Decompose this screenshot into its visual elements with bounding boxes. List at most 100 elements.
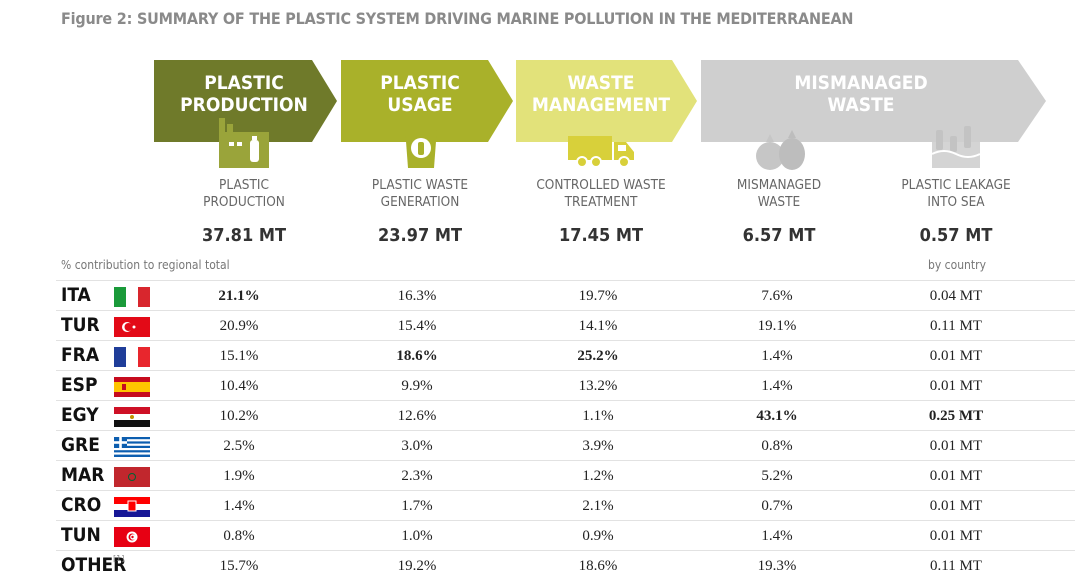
factory-icon xyxy=(219,118,269,168)
banner-production-line2: PRODUCTION xyxy=(180,94,308,116)
spain-flag xyxy=(114,377,150,397)
waste-bags-icon xyxy=(756,130,805,170)
table-cell: 16.3% xyxy=(397,288,437,304)
stage-value-production: 37.81 MT xyxy=(201,225,287,246)
egypt-flag xyxy=(114,407,150,427)
banner-mismanaged-label: MISMANAGED WASTE xyxy=(701,72,1021,116)
figure-title: Figure 2: SUMMARY OF THE PLASTIC SYSTEM … xyxy=(61,9,854,28)
table-cell: 15.1% xyxy=(219,348,259,364)
table-cell: 2.3% xyxy=(401,468,433,484)
note-by-country: by country xyxy=(928,258,986,272)
table-cell: 2.1% xyxy=(582,498,614,514)
italy-flag xyxy=(114,287,150,307)
table-cell: 0.8% xyxy=(223,528,255,544)
table-cell: 20.9% xyxy=(219,318,259,334)
table-cell: 9.9% xyxy=(401,378,433,394)
stage-label-mismanaged: MISMANAGED WASTE xyxy=(694,177,864,211)
table-cell: 0.04 MT xyxy=(929,288,983,304)
banner-arrow-production xyxy=(154,60,337,142)
stage-label-mismanaged-line2: WASTE xyxy=(757,194,801,210)
table-cell: 25.2% xyxy=(577,348,619,364)
stage-value-mismanaged: 6.57 MT xyxy=(742,225,816,246)
country-code: OTHER xyxy=(61,554,127,576)
banner-arrow-mismanaged xyxy=(701,60,1046,142)
table-cell: 13.2% xyxy=(578,378,618,394)
table-cell: 19.2% xyxy=(397,558,437,574)
table-row: TUN 0.8% 1.0% 0.9% 1.4% 0.01 MT xyxy=(56,520,1075,551)
table-row: GRE 2.5% 3.0% 3.9% 0.8% 0.01 MT xyxy=(56,430,1075,461)
table-row: TUR 20.9% 15.4% 14.1% 19.1% 0.11 MT xyxy=(56,310,1075,341)
table-cell: 19.3% xyxy=(757,558,797,574)
table-cell: 0.01 MT xyxy=(929,438,983,454)
tunisia-flag xyxy=(114,527,150,547)
country-code: CRO xyxy=(61,494,102,516)
stage-label-production: PLASTIC PRODUCTION xyxy=(159,177,329,211)
table-cell: 1.4% xyxy=(223,498,255,514)
country-code: ESP xyxy=(61,374,98,396)
banner-production-line1: PLASTIC xyxy=(204,72,284,94)
stage-label-leakage-line1: PLASTIC LEAKAGE xyxy=(901,177,1011,193)
table-row: CRO 1.4% 1.7% 2.1% 0.7% 0.01 MT xyxy=(56,490,1075,521)
table-cell: 5.2% xyxy=(761,468,793,484)
stage-label-treatment-line2: TREATMENT xyxy=(564,194,638,210)
process-banner xyxy=(154,60,1046,142)
table-cell: 3.0% xyxy=(401,438,433,454)
table-cell: 3.9% xyxy=(582,438,614,454)
country-code: EGY xyxy=(61,404,99,426)
banner-mismanaged-line1: MISMANAGED xyxy=(794,72,928,94)
table-cell: 1.4% xyxy=(761,528,793,544)
table-cell: 0.7% xyxy=(761,498,793,514)
banner-usage-line1: PLASTIC xyxy=(380,72,460,94)
banner-management-label: WASTE MANAGEMENT xyxy=(516,72,686,116)
country-code: GRE xyxy=(61,434,100,456)
stage-label-treatment: CONTROLLED WASTE TREATMENT xyxy=(516,177,686,211)
table-row: OTHER [1] 15.7% 19.2% 18.6% 19.3% 0.11 MT xyxy=(56,550,1075,581)
table-cell: 0.01 MT xyxy=(929,348,983,364)
country-code: TUN xyxy=(61,524,101,546)
table-cell: 19.7% xyxy=(578,288,618,304)
table-cell: 1.4% xyxy=(761,348,793,364)
turkey-flag xyxy=(114,317,150,337)
table-cell: 43.1% xyxy=(756,408,798,424)
table-cell: 10.4% xyxy=(219,378,259,394)
table-cell: 21.1% xyxy=(218,288,260,304)
banner-arrow-management xyxy=(516,60,697,142)
stage-label-production-line1: PLASTIC xyxy=(219,177,269,193)
table-cell: 0.01 MT xyxy=(929,468,983,484)
table-cell: 0.01 MT xyxy=(929,498,983,514)
table-cell: 18.6% xyxy=(578,558,618,574)
stage-label-generation-line2: GENERATION xyxy=(380,194,460,210)
table-cell: 1.7% xyxy=(401,498,433,514)
note-contribution: % contribution to regional total xyxy=(61,258,230,272)
banner-usage-label: PLASTIC USAGE xyxy=(341,72,499,116)
stage-label-leakage-line2: INTO SEA xyxy=(927,194,985,210)
stage-label-generation: PLASTIC WASTE GENERATION xyxy=(335,177,505,211)
table-cell: 7.6% xyxy=(761,288,793,304)
table-cell: 2.5% xyxy=(223,438,255,454)
table-row: ITA 21.1% 16.3% 19.7% 7.6% 0.04 MT xyxy=(56,280,1075,311)
banner-usage-line2: USAGE xyxy=(387,94,453,116)
stage-label-production-line2: PRODUCTION xyxy=(203,194,285,210)
stage-value-generation: 23.97 MT xyxy=(377,225,463,246)
morocco-flag xyxy=(114,467,150,487)
banner-management-line2: MANAGEMENT xyxy=(531,94,671,116)
truck-icon xyxy=(568,136,634,168)
table-cell: 15.7% xyxy=(219,558,259,574)
table-cell: 1.0% xyxy=(401,528,433,544)
sea-bottles-icon xyxy=(931,126,981,168)
table-cell: 0.25 MT xyxy=(928,408,984,424)
banner-mismanaged-line2: WASTE xyxy=(827,94,895,116)
table-cell: 10.2% xyxy=(219,408,259,424)
bin-icon xyxy=(404,120,438,168)
table-row: ESP 10.4% 9.9% 13.2% 1.4% 0.01 MT xyxy=(56,370,1075,401)
france-flag xyxy=(114,347,150,367)
table-cell: 15.4% xyxy=(397,318,437,334)
table-cell: 0.11 MT xyxy=(930,318,982,334)
country-code: MAR xyxy=(61,464,105,486)
table-cell: 12.6% xyxy=(397,408,437,424)
greece-flag xyxy=(114,437,150,457)
table-cell: 0.01 MT xyxy=(929,378,983,394)
table-cell: 1.9% xyxy=(223,468,255,484)
stage-value-treatment: 17.45 MT xyxy=(558,225,644,246)
stage-label-leakage: PLASTIC LEAKAGE INTO SEA xyxy=(871,177,1041,211)
